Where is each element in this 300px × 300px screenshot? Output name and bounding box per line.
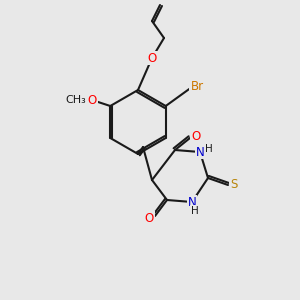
- Text: O: O: [191, 130, 201, 142]
- Text: CH₃: CH₃: [66, 95, 86, 105]
- Text: N: N: [188, 196, 196, 208]
- Text: H: H: [205, 144, 213, 154]
- Text: O: O: [144, 212, 154, 224]
- Text: S: S: [230, 178, 238, 191]
- Text: N: N: [196, 146, 204, 158]
- Text: Br: Br: [190, 80, 204, 94]
- Text: O: O: [87, 94, 97, 106]
- Text: H: H: [191, 206, 199, 216]
- Text: O: O: [147, 52, 157, 64]
